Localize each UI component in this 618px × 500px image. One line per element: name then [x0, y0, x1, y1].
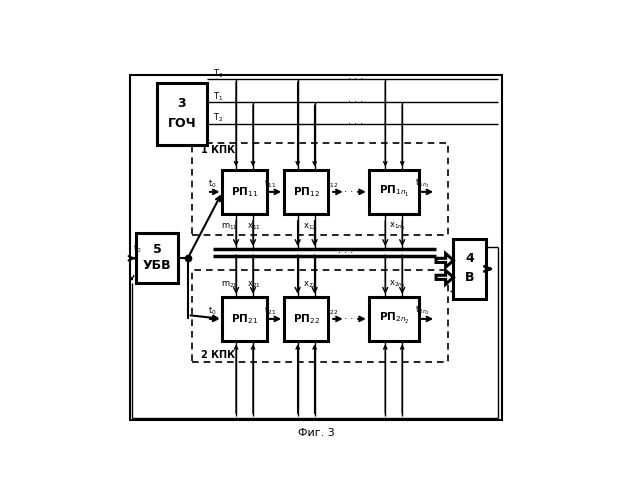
Text: · · ·: · · ·: [347, 74, 363, 84]
Bar: [284, 170, 328, 214]
Text: t$_0$: t$_0$: [133, 242, 142, 255]
Text: В: В: [465, 272, 475, 284]
Text: УБВ: УБВ: [143, 260, 171, 272]
Bar: [192, 270, 447, 362]
Text: РП$_{21}$: РП$_{21}$: [231, 312, 258, 326]
Polygon shape: [436, 270, 454, 284]
Text: t$_{2n_2}$: t$_{2n_2}$: [415, 304, 430, 317]
Text: РП$_{12}$: РП$_{12}$: [293, 185, 320, 199]
Text: t$_{12}$: t$_{12}$: [326, 177, 338, 190]
Text: 3: 3: [177, 97, 186, 110]
Polygon shape: [436, 254, 454, 268]
Text: · · ·: · · ·: [338, 187, 353, 197]
Text: · · ·: · · ·: [347, 98, 363, 108]
Text: m$_{11}$: m$_{11}$: [221, 221, 238, 232]
Text: x$_{2n_2}$: x$_{2n_2}$: [389, 278, 406, 290]
Bar: [222, 170, 267, 214]
Text: T$_2$: T$_2$: [213, 112, 223, 124]
Text: t$_0$: t$_0$: [208, 304, 217, 316]
Text: · · ·: · · ·: [347, 118, 363, 128]
Bar: [130, 76, 502, 420]
Text: 1 КПК: 1 КПК: [201, 144, 235, 154]
Text: · · ·: · · ·: [338, 314, 353, 324]
Text: ГОЧ: ГОЧ: [167, 116, 197, 130]
Text: РП$_{11}$: РП$_{11}$: [231, 185, 258, 199]
Bar: [454, 239, 486, 298]
Text: t$_{21}$: t$_{21}$: [265, 304, 277, 316]
Text: · · ·: · · ·: [338, 248, 353, 258]
Text: 4: 4: [465, 252, 474, 265]
Text: x$_{12}$: x$_{12}$: [303, 221, 317, 232]
Text: Фиг. 3: Фиг. 3: [298, 428, 335, 438]
Text: 5: 5: [153, 244, 161, 256]
Bar: [222, 297, 267, 341]
Text: x$_{1n_1}$: x$_{1n_1}$: [389, 220, 406, 232]
Text: РП$_{2n_2}$: РП$_{2n_2}$: [379, 312, 409, 326]
Text: t$_0$: t$_0$: [208, 177, 217, 190]
Bar: [157, 83, 207, 144]
Text: T$_1$: T$_1$: [213, 90, 223, 103]
Text: t$_{22}$: t$_{22}$: [326, 304, 338, 316]
Text: x$_{21}$: x$_{21}$: [247, 279, 261, 289]
Text: t$_{1n_1}$: t$_{1n_1}$: [415, 176, 430, 190]
Text: T$_0$: T$_0$: [213, 67, 223, 80]
Text: x$_{11}$: x$_{11}$: [247, 221, 261, 232]
Bar: [369, 297, 419, 341]
Text: 2 КПК: 2 КПК: [201, 350, 235, 360]
Text: x$_{22}$: x$_{22}$: [303, 279, 317, 289]
Text: РП$_{1n_1}$: РП$_{1n_1}$: [378, 184, 409, 200]
Bar: [369, 170, 419, 214]
Bar: [284, 297, 328, 341]
Bar: [192, 143, 447, 235]
Text: РП$_{22}$: РП$_{22}$: [293, 312, 320, 326]
Text: t$_{11}$: t$_{11}$: [265, 177, 277, 190]
Text: m$_{21}$: m$_{21}$: [221, 279, 238, 289]
Bar: [136, 233, 178, 283]
